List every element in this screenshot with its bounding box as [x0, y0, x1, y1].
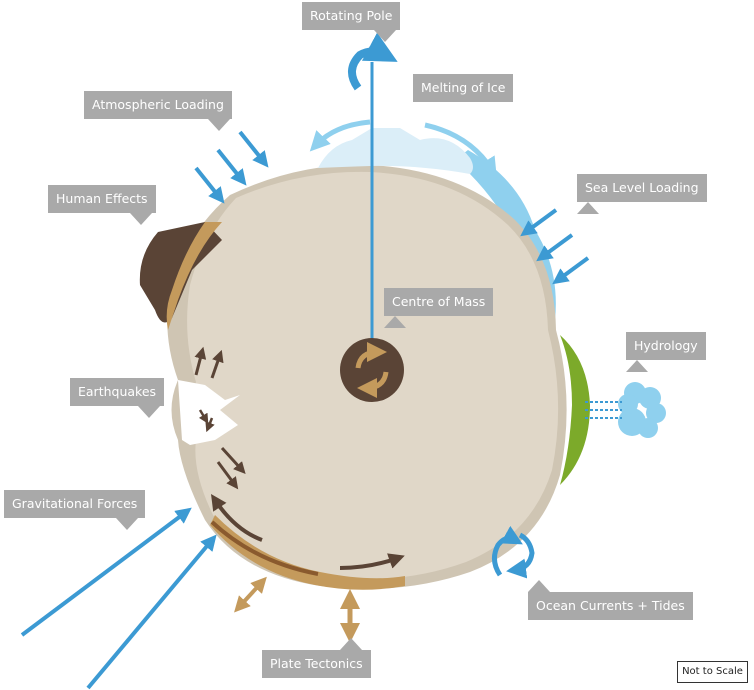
tail-earthquakes [138, 406, 160, 418]
label-centre-of-mass: Centre of Mass [384, 288, 494, 316]
tail-ocean-currents-tides [528, 580, 550, 592]
green-land [560, 335, 590, 485]
quake-arrow-up-2 [210, 349, 224, 379]
core-rotation-arrow-top [355, 342, 387, 369]
quake-arrow-down-2 [216, 461, 239, 490]
ice-arc-left [309, 119, 371, 152]
sea-level-arrow-1 [520, 208, 558, 237]
label-melting-ice: Melting of Ice [413, 74, 514, 102]
tail-rotating-pole [374, 30, 396, 42]
earthquake-crack [178, 380, 240, 445]
human-effects-soil [166, 222, 222, 330]
tail-gravitational-forces [116, 518, 138, 530]
tectonic-double-arrow-1 [234, 576, 267, 613]
ice-arc-right [424, 122, 497, 178]
quake-arrow-up-1 [194, 346, 207, 376]
rotating-pole-arrow [348, 32, 398, 91]
tail-human-effects [130, 213, 152, 225]
label-gravitational-forces: Gravitational Forces [4, 490, 146, 518]
label-sea-level-loading: Sea Level Loading [577, 174, 707, 202]
gravity-arrow-2 [86, 534, 217, 690]
tail-atmospheric-loading [208, 119, 230, 131]
atmospheric-arrow-1 [238, 130, 269, 168]
crust-arrow-left [211, 494, 263, 542]
sea-level-arrow-3 [552, 256, 590, 285]
tail-hydrology [626, 360, 648, 372]
label-plate-tectonics: Plate Tectonics [262, 650, 371, 678]
label-ocean-currents-tides: Ocean Currents + Tides [528, 592, 693, 620]
label-hydrology: Hydrology [626, 332, 706, 360]
tail-plate-tectonics [340, 638, 362, 650]
hydrology-cloud-icon [618, 382, 666, 438]
ocean-current-arrow-2 [506, 532, 535, 579]
quake-arrow-down-1 [220, 446, 246, 474]
label-atmospheric-loading: Atmospheric Loading [84, 91, 232, 119]
gravity-arrow-1 [20, 507, 192, 637]
plate-tectonics-crust [210, 515, 405, 590]
crust-brown-line [210, 520, 319, 576]
label-earthquakes: Earthquakes [70, 378, 165, 406]
not-to-scale-note: Not to Scale [677, 661, 748, 683]
label-human-effects: Human Effects [48, 185, 156, 213]
hydrology-rain-lines [585, 401, 622, 419]
crust-arrow-right [339, 553, 405, 570]
atmospheric-arrow-2 [216, 148, 247, 186]
core-rotation-arrow-bottom [357, 371, 389, 398]
tail-centre-of-mass [384, 316, 406, 328]
atmospheric-arrow-3 [194, 166, 225, 204]
label-rotating-pole: Rotating Pole [302, 2, 401, 30]
tail-sea-level-loading [577, 202, 599, 214]
centre-of-mass-core [340, 338, 404, 402]
quake-arrow-small-1 [198, 409, 209, 424]
sea-level-arrow-2 [536, 233, 574, 262]
quake-arrow-small-2 [205, 417, 215, 433]
ice-cap [318, 128, 473, 174]
ocean-current-arrow-1 [492, 525, 523, 577]
